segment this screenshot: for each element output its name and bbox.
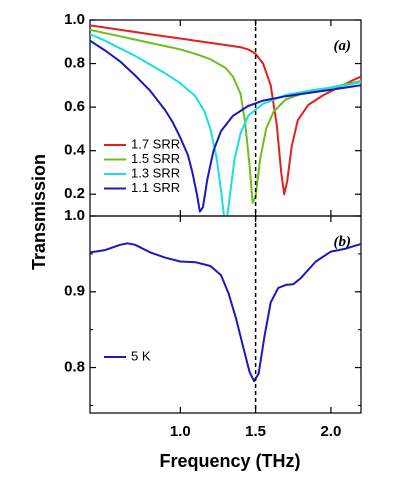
- legend-label: 1.1 SRR: [131, 180, 180, 195]
- y-tick-label: 0.6: [64, 98, 85, 115]
- y-tick-label: 0.9: [64, 283, 85, 300]
- panel-tag: (b): [334, 234, 352, 250]
- x-axis-title: Frequency (THz): [159, 451, 300, 471]
- panel-frame: [89, 215, 362, 414]
- x-tick-label: 1.5: [245, 423, 266, 440]
- panel-b: 1.0 0.9 0.8 (b) 5 K: [64, 207, 362, 414]
- series-line-5-k: [90, 242, 361, 383]
- legend: 5 K: [104, 348, 151, 363]
- y-tick-label: 0.4: [64, 142, 86, 159]
- y-axis-title: Transmission: [29, 154, 49, 270]
- panel-tag: (a): [334, 38, 352, 54]
- legend-label: 5 K: [131, 348, 151, 363]
- x-tick-label: 2.0: [320, 423, 341, 440]
- x-axis: 1.0 1.5 2.0: [170, 423, 341, 440]
- series-group: [90, 24, 361, 216]
- series-line-1.7-srr: [90, 24, 361, 196]
- y-tick-label: 1.0: [64, 11, 85, 28]
- y-tick-label: 0.8: [64, 55, 85, 72]
- y-tick-label: 0.2: [64, 185, 85, 202]
- legend-label: 1.3 SRR: [131, 165, 180, 180]
- series-line-1.1-srr: [90, 39, 361, 213]
- legend-label: 1.5 SRR: [131, 151, 180, 166]
- y-tick-label: 1.0: [64, 207, 85, 224]
- x-tick-label: 1.0: [170, 423, 191, 440]
- series-line-1.3-srr: [90, 33, 361, 216]
- y-tick-label: 0.8: [64, 359, 85, 376]
- legend-label: 1.7 SRR: [131, 136, 180, 151]
- series-group: [90, 242, 361, 383]
